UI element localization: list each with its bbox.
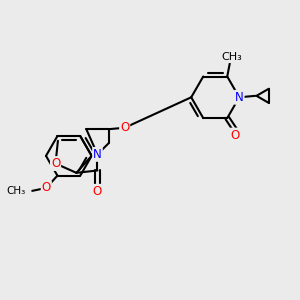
- Text: O: O: [120, 121, 129, 134]
- Text: O: O: [42, 182, 51, 194]
- Text: N: N: [93, 148, 102, 161]
- Text: CH₃: CH₃: [7, 186, 26, 196]
- Text: O: O: [51, 157, 60, 170]
- Text: CH₃: CH₃: [221, 52, 242, 62]
- Text: O: O: [231, 129, 240, 142]
- Text: O: O: [93, 185, 102, 198]
- Text: N: N: [235, 91, 244, 104]
